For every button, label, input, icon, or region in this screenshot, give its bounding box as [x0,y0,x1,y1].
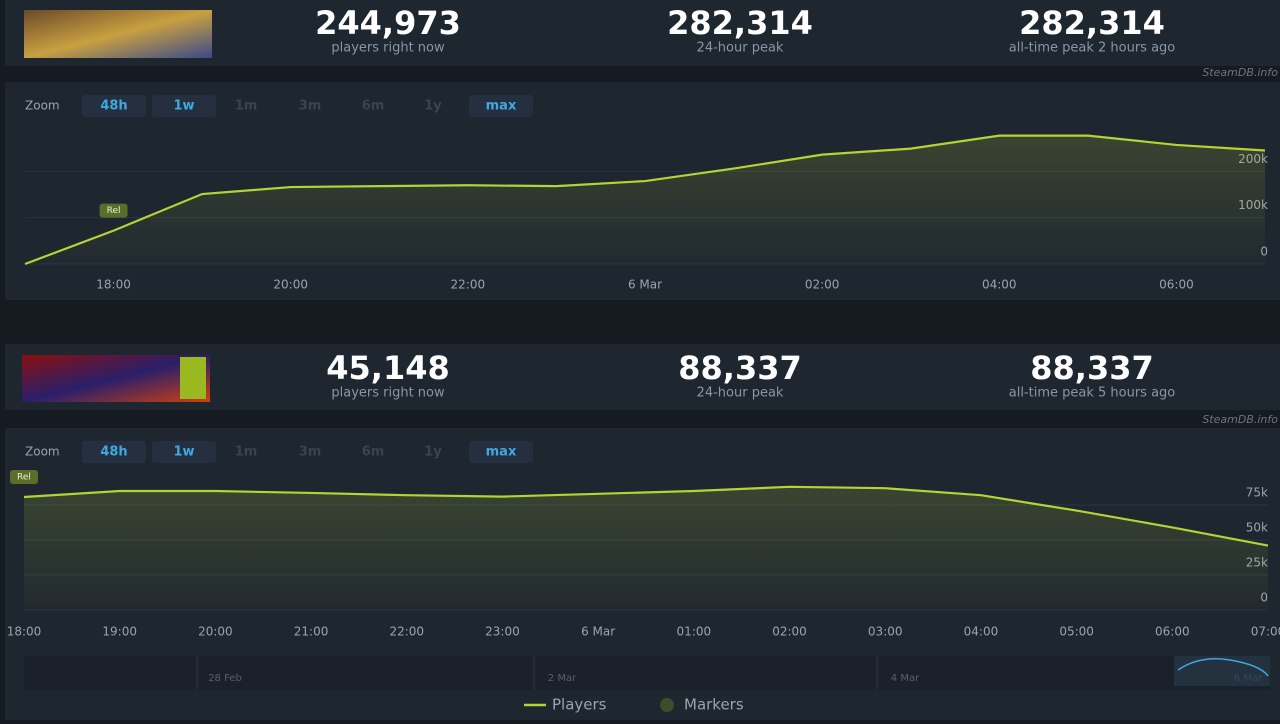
navigator-line [1177,658,1269,677]
zoom-button[interactable]: 3m [299,99,322,114]
zoom-button[interactable]: 1y [424,445,442,460]
game-image-tag [180,357,206,399]
legend-label[interactable]: Markers [684,696,744,714]
x-tick-label: 03:00 [868,625,903,639]
x-tick-label: 20:00 [273,278,308,292]
zoom-button[interactable]: 1w [173,445,194,460]
x-tick-label: 18:00 [96,278,131,292]
header-panel [5,344,1280,410]
x-tick-label: 20:00 [198,625,233,639]
x-tick-label: 19:00 [102,625,137,639]
stat-value: 88,337 [1030,349,1153,387]
zoom-button[interactable]: 1m [235,99,258,114]
x-tick-label: 02:00 [805,278,840,292]
legend-swatch [660,698,674,712]
navigator-label: 2 Mar [548,673,577,684]
zoom-button[interactable]: 48h [100,99,127,114]
line [24,134,1266,266]
x-tick-label: 07:00 [1251,625,1280,639]
zoom-button[interactable]: 1y [424,99,442,114]
header-panel [5,0,1280,66]
stat-value: 244,973 [315,4,461,42]
stat-label: 24-hour peak [697,386,784,401]
navigator-window[interactable] [1174,656,1270,686]
x-tick-label: 18:00 [7,625,42,639]
line [23,485,1269,547]
stat-label: 24-hour peak [697,41,784,56]
x-tick-label: 05:00 [1059,625,1094,639]
y-tick-label: 50k [1246,521,1268,535]
x-tick-label: 21:00 [294,625,329,639]
area [24,486,1268,610]
zoom-button-bg[interactable] [152,95,216,117]
stat-value: 282,314 [667,4,813,42]
marker-label: Rel [17,473,31,483]
area [25,135,1265,264]
source: SteamDB.info [1202,413,1278,426]
x-tick-label: 04:00 [982,278,1017,292]
zoom-button[interactable]: 6m [362,99,385,114]
navigator-label: 4 Mar [891,673,920,684]
x-tick-label: 02:00 [772,625,807,639]
zoom-button-bg[interactable] [469,95,533,117]
navigator[interactable] [24,656,1270,690]
zoom-button[interactable]: max [486,99,517,114]
zoom-label: Zoom [25,445,60,459]
zoom-button-bg[interactable] [152,441,216,463]
stat-label: all-time peak 5 hours ago [1009,386,1176,401]
marker-badge[interactable] [99,203,128,218]
x-tick-label: 22:00 [389,625,424,639]
zoom-button[interactable]: 3m [299,445,322,460]
zoom-button[interactable]: 48h [100,445,127,460]
zoom-button-bg[interactable] [469,441,533,463]
stat-value: 45,148 [326,349,449,387]
zoom-button-bg[interactable] [82,95,146,117]
x-tick-label: 23:00 [485,625,520,639]
legend-label[interactable]: Players [552,696,607,714]
stat-value: 282,314 [1019,4,1165,42]
marker-badge[interactable] [10,470,38,485]
navigator-label: 28 Feb [208,673,242,684]
stat-label: players right now [331,386,445,401]
x-tick-label: 22:00 [451,278,486,292]
zoom-button[interactable]: 6m [362,445,385,460]
stat-label: all-time peak 2 hours ago [1009,41,1176,56]
zoom-button[interactable]: max [486,445,517,460]
zoom-button[interactable]: 1m [235,445,258,460]
x-tick-label: 04:00 [964,625,999,639]
zoom-button[interactable]: 1w [173,99,194,114]
source: SteamDB.info [1202,66,1278,79]
zoom-label: Zoom [25,99,60,113]
x-tick-label: 01:00 [677,625,712,639]
game-image[interactable] [24,10,212,58]
stat-label: players right now [331,41,445,56]
stat-value: 88,337 [678,349,801,387]
x-tick-label: 6 Mar [581,625,615,639]
game-image[interactable] [22,355,210,402]
zoom-button-bg[interactable] [82,441,146,463]
marker-label: Rel [107,206,121,216]
x-tick-label: 06:00 [1159,278,1194,292]
x-tick-label: 06:00 [1155,625,1190,639]
y-tick-label: 75k [1246,486,1268,500]
x-tick-label: 6 Mar [628,278,662,292]
